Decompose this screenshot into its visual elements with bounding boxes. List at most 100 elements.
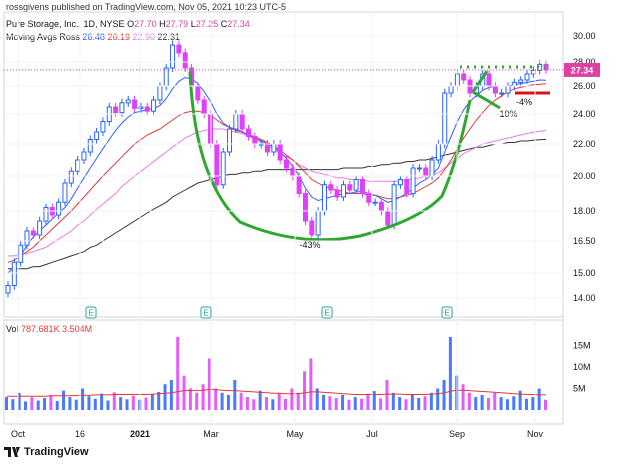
volume-bars — [5, 336, 547, 410]
volume-tick-label: 15M — [573, 341, 591, 351]
volume-label[interactable]: Vol — [6, 324, 19, 334]
candle-body — [94, 131, 100, 140]
candle-body — [486, 73, 492, 87]
candle-body — [182, 52, 188, 69]
ma-legend: Moving Avgs Ross 26.48 26.19 22.90 22.31 — [6, 32, 180, 42]
candle-body — [214, 143, 220, 186]
volume-bar — [334, 397, 338, 410]
volume-bar — [404, 399, 408, 410]
volume-bar — [112, 392, 116, 410]
volume-ma-line — [7, 388, 546, 397]
volume-bar — [410, 394, 414, 410]
volume-axis[interactable]: 15M 10M 5M — [573, 341, 591, 394]
candle-body — [81, 151, 87, 161]
time-tick-label: Oct — [11, 429, 26, 439]
volume-bar — [493, 392, 497, 410]
symbol-name[interactable]: Pure Storage, Inc., 1D, NYSE — [6, 19, 125, 29]
time-tick-label: Mar — [203, 429, 219, 439]
volume-bar — [11, 399, 15, 410]
volume-bar — [119, 397, 123, 410]
candle-body — [56, 201, 62, 216]
time-axis[interactable]: Oct 16 2021 Mar May Jul Sep Nov — [11, 12, 544, 439]
candle-body — [151, 99, 157, 112]
candle-body — [461, 73, 467, 81]
earnings-marker-label: E — [444, 309, 449, 318]
candle-body — [372, 201, 378, 204]
candle-body — [391, 184, 397, 226]
price-axis[interactable]: 30.00 28.00 26.00 24.00 22.00 20.00 18.00 16.50… — [4, 31, 596, 303]
low-label: L — [190, 19, 196, 29]
tradingview-footer[interactable]: TradingView — [4, 446, 89, 458]
volume-bar — [169, 379, 173, 410]
price-tick-label: 15.00 — [573, 268, 596, 278]
candle-body — [24, 230, 30, 246]
volume-value: 787.681K — [21, 324, 60, 334]
candle-body — [252, 136, 258, 145]
candle-body — [119, 102, 125, 114]
price-candles — [5, 40, 549, 298]
volume-bar — [537, 388, 541, 410]
candle-body — [296, 175, 302, 194]
candle-body — [429, 159, 435, 177]
candle-body — [43, 207, 49, 222]
ma-name[interactable]: Moving Avgs Ross — [6, 32, 80, 42]
volume-legend: Vol 787.681K 3.504M — [6, 324, 92, 334]
last-price-box — [564, 62, 600, 77]
volume-bar — [436, 388, 440, 410]
candle-body — [410, 167, 416, 194]
volume-bar — [284, 398, 288, 410]
candle-body — [404, 179, 410, 194]
candle-body — [68, 170, 74, 184]
earnings-marker-label: E — [203, 309, 208, 318]
volume-bar — [423, 396, 427, 410]
candle-body — [125, 99, 131, 104]
volume-bar — [499, 397, 503, 410]
close-label: C — [220, 19, 228, 29]
time-tick-label: Sep — [449, 429, 465, 439]
tradingview-logo-icon — [4, 447, 20, 457]
volume-bar — [544, 399, 547, 410]
volume-bar — [214, 388, 218, 410]
candle-body — [62, 182, 68, 203]
price-tick-label: 18.00 — [573, 206, 596, 216]
last-price-text: 27.34 — [571, 65, 594, 75]
earnings-marker — [85, 306, 97, 319]
volume-bar — [277, 393, 281, 410]
time-tick-label: Jul — [366, 429, 378, 439]
price-tick-label: 28.00 — [573, 57, 596, 67]
volume-bar — [328, 396, 332, 410]
volume-bar — [353, 397, 357, 410]
ma-fast-line — [7, 77, 547, 274]
volume-bar — [252, 399, 256, 410]
volume-bar — [220, 392, 224, 410]
volume-bar — [366, 393, 370, 410]
volume-bar — [296, 392, 300, 410]
candle-body — [144, 106, 150, 112]
volume-bar — [207, 358, 211, 410]
candle-body — [397, 179, 403, 186]
candle-body — [499, 92, 505, 95]
volume-bar — [474, 397, 478, 410]
volume-bar — [195, 392, 199, 410]
close-value: 27.34 — [227, 19, 250, 29]
candle-body — [505, 85, 511, 94]
candle-body — [321, 184, 327, 212]
volume-bar — [290, 388, 294, 410]
volume-bar — [81, 388, 85, 410]
candle-body — [227, 128, 233, 153]
volume-bar — [379, 398, 383, 410]
volume-tick-label: 5M — [573, 384, 586, 394]
volume-ma-path — [7, 388, 546, 397]
volume-bar — [233, 379, 237, 410]
candle-body — [366, 193, 372, 203]
volume-bar — [125, 399, 129, 410]
volume-bar — [398, 397, 402, 410]
candle-body — [138, 106, 144, 109]
volume-bar — [309, 358, 313, 410]
volume-bar — [55, 400, 59, 410]
volume-bar — [100, 393, 104, 410]
last-price-badge: 27.34 — [4, 62, 600, 77]
candle-body — [233, 113, 239, 130]
price-tick-label: 24.00 — [573, 109, 596, 119]
